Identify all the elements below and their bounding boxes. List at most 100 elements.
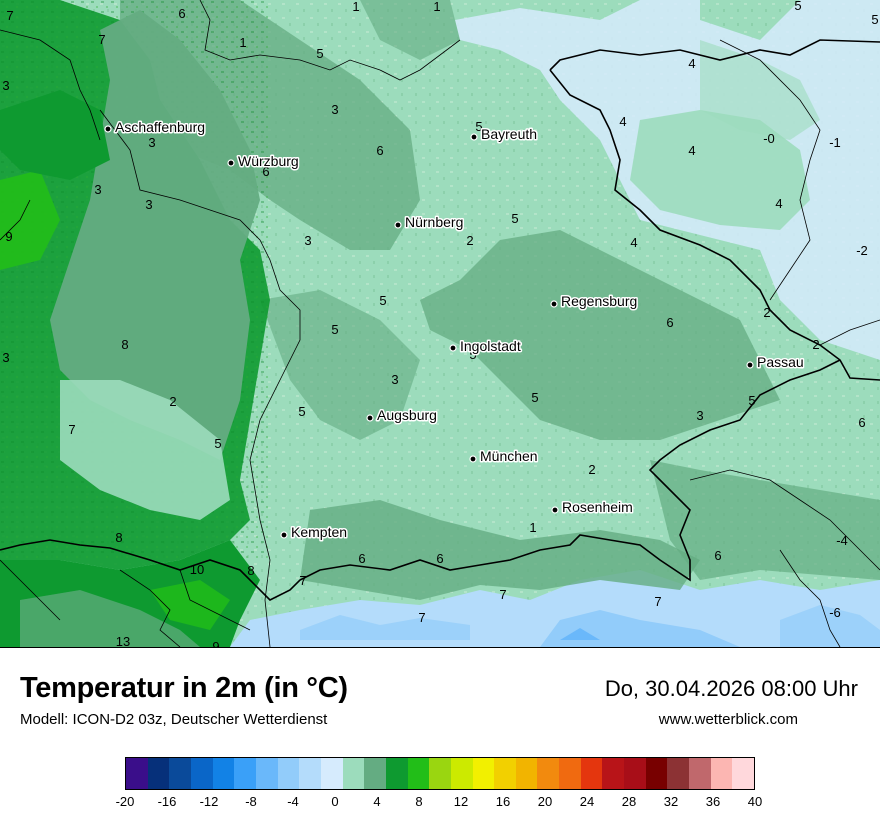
temp-value: 6 bbox=[262, 164, 269, 179]
city-regensburg: Regensburg bbox=[550, 292, 639, 311]
temp-value: 2 bbox=[466, 233, 473, 248]
temp-value: 3 bbox=[94, 182, 101, 197]
city-label: Aschaffenburg bbox=[115, 119, 205, 135]
state-borders bbox=[0, 0, 880, 647]
temp-value: 1 bbox=[529, 520, 536, 535]
temp-value: -6 bbox=[829, 605, 841, 620]
city-passau: Passau bbox=[746, 353, 805, 372]
legend-swatch bbox=[385, 758, 408, 789]
temp-value: 2 bbox=[763, 305, 770, 320]
temp-value: 7 bbox=[98, 32, 105, 47]
temp-value: 5 bbox=[316, 46, 323, 61]
temperature-map: 7 6 1 1 1 5 5 7 3 5 3 3 6 5 4 4 -0 -1 3 … bbox=[0, 0, 880, 648]
legend-tick-label: -4 bbox=[287, 794, 299, 809]
city-dot bbox=[469, 455, 477, 463]
legend-swatch bbox=[580, 758, 603, 789]
city-kempten: Kempten bbox=[280, 523, 349, 542]
city-label: Rosenheim bbox=[562, 499, 633, 515]
legend-swatch bbox=[537, 758, 560, 789]
temp-value: 3 bbox=[304, 233, 311, 248]
city-label: München bbox=[480, 448, 538, 464]
temp-value: 5 bbox=[531, 390, 538, 405]
temp-value: 6 bbox=[666, 315, 673, 330]
temp-value: 7 bbox=[654, 594, 661, 609]
temp-value: 6 bbox=[358, 551, 365, 566]
legend-swatch bbox=[169, 758, 191, 789]
legend-tick-label: -8 bbox=[245, 794, 257, 809]
warm-area-lower-bavaria bbox=[420, 230, 780, 440]
temp-value: 2 bbox=[169, 394, 176, 409]
legend-ticks: -20 -16 -12 -8 -4 0 4 8 12 16 20 24 28 32 36 40 bbox=[116, 794, 763, 814]
legend-tick-label: -16 bbox=[157, 794, 177, 809]
temp-value: 3 bbox=[2, 350, 9, 365]
legend-tick-label: 24 bbox=[579, 794, 595, 809]
city-nuernberg: Nürnberg bbox=[394, 213, 465, 232]
temp-value: 10 bbox=[190, 562, 204, 577]
temp-value: 5 bbox=[748, 393, 755, 408]
country-borders bbox=[0, 39, 880, 601]
city-dot bbox=[280, 531, 288, 539]
legend-swatch bbox=[407, 758, 430, 789]
legend-tick-label: 16 bbox=[495, 794, 511, 809]
legend-swatch bbox=[645, 758, 668, 789]
temp-value: 3 bbox=[331, 102, 338, 117]
city-muenchen: München bbox=[469, 447, 539, 466]
temp-value: 6 bbox=[436, 551, 443, 566]
legend-tick-label: -20 bbox=[115, 794, 135, 809]
city-aschaffenburg: Aschaffenburg bbox=[104, 118, 207, 137]
legend-tick-label: 28 bbox=[621, 794, 637, 809]
temp-value: 7 bbox=[6, 8, 13, 23]
color-legend bbox=[125, 757, 755, 790]
city-label: Würzburg bbox=[238, 153, 299, 169]
temp-value: 5 bbox=[511, 211, 518, 226]
temp-value: 3 bbox=[2, 78, 9, 93]
temp-value: 7 bbox=[418, 610, 425, 625]
legend-swatch bbox=[320, 758, 343, 789]
legend-swatch bbox=[255, 758, 278, 789]
temp-value: 4 bbox=[775, 196, 782, 211]
city-label: Ingolstadt bbox=[460, 338, 521, 354]
legend-swatch bbox=[494, 758, 516, 789]
city-dot bbox=[104, 125, 112, 133]
legend-swatch bbox=[515, 758, 538, 789]
temperature-values: 7 6 1 1 1 5 5 7 3 5 3 3 6 5 4 4 -0 -1 3 … bbox=[2, 0, 878, 647]
temp-value: 6 bbox=[714, 548, 721, 563]
legend-swatch bbox=[126, 758, 148, 789]
legend-swatch bbox=[602, 758, 625, 789]
temp-value: 5 bbox=[214, 436, 221, 451]
legend-tick-label: 32 bbox=[663, 794, 679, 809]
legend-swatch bbox=[667, 758, 690, 789]
legend-swatch bbox=[472, 758, 495, 789]
legend-swatch bbox=[450, 758, 473, 789]
city-dot bbox=[550, 300, 558, 308]
temp-value: 7 bbox=[299, 573, 306, 588]
temp-value: 7 bbox=[499, 587, 506, 602]
city-label: Passau bbox=[757, 354, 804, 370]
city-label: Regensburg bbox=[561, 293, 637, 309]
website-link[interactable]: www.wetterblick.com bbox=[658, 711, 798, 728]
city-ingolstadt: Ingolstadt bbox=[449, 337, 522, 356]
legend-tick-label: -12 bbox=[199, 794, 219, 809]
temp-value: 6 bbox=[376, 143, 383, 158]
legend-swatch bbox=[559, 758, 581, 789]
temp-value: 6 bbox=[858, 415, 865, 430]
temp-value: 5 bbox=[331, 322, 338, 337]
temp-value: 6 bbox=[178, 6, 185, 21]
temp-value: 1 bbox=[239, 35, 246, 50]
legend-swatch bbox=[364, 758, 386, 789]
temp-value: 3 bbox=[391, 372, 398, 387]
temp-value: 13 bbox=[116, 634, 130, 647]
temp-value: 5 bbox=[475, 119, 482, 134]
model-source: Modell: ICON-D2 03z, Deutscher Wetterdie… bbox=[20, 711, 328, 728]
legend-swatch bbox=[234, 758, 256, 789]
temp-value: 8 bbox=[115, 530, 122, 545]
city-dot bbox=[227, 159, 235, 167]
legend-swatch bbox=[190, 758, 213, 789]
legend-swatch bbox=[429, 758, 451, 789]
legend-tick-label: 12 bbox=[453, 794, 469, 809]
city-rosenheim: Rosenheim bbox=[551, 498, 634, 517]
legend-tick-label: 36 bbox=[705, 794, 721, 809]
temp-value: 3 bbox=[148, 135, 155, 150]
legend-tick-label: 0 bbox=[331, 794, 339, 809]
city-bayreuth: Bayreuth bbox=[470, 125, 539, 144]
